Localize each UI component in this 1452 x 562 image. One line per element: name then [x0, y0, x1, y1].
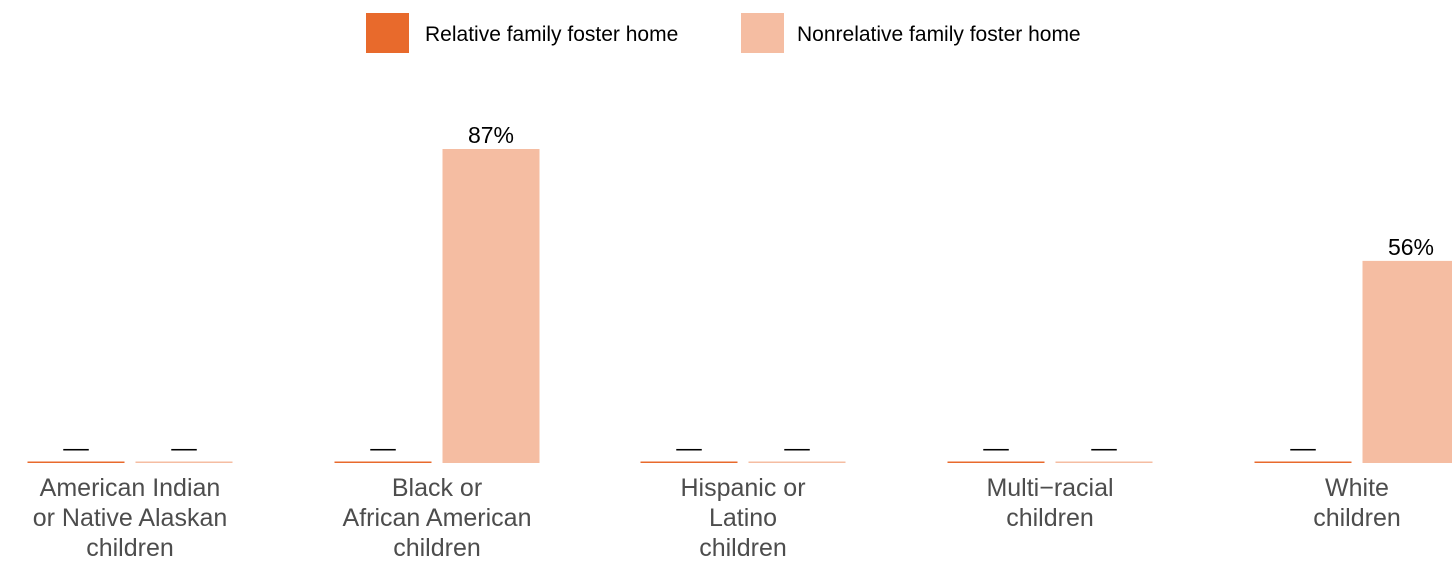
bar-nonrelative-3 — [1055, 461, 1153, 463]
value-label-relative-1: –– — [370, 435, 396, 461]
bar-nonrelative-2 — [748, 461, 846, 463]
x-tick-line-3-1: children — [1006, 504, 1094, 532]
value-label-nonrelative-3: –– — [1091, 435, 1117, 461]
x-tick-line-2-1: Latino — [709, 504, 777, 532]
legend-swatch-relative — [366, 13, 409, 53]
value-label-nonrelative-1: 87% — [468, 122, 514, 148]
legend-label-relative: Relative family foster home — [425, 23, 678, 46]
bar-nonrelative-0 — [135, 461, 233, 463]
x-tick-line-0-0: American Indian — [40, 474, 221, 502]
bar-relative-2 — [640, 461, 738, 463]
value-label-nonrelative-4: 56% — [1388, 234, 1434, 260]
x-tick-label-1: Black or African American children — [343, 474, 532, 562]
value-label-relative-0: –– — [63, 435, 89, 461]
x-tick-line-1-2: children — [393, 534, 481, 562]
x-axis-tick-labels: American Indian or Native Alaskan children… — [33, 474, 1401, 562]
value-label-relative-4: –– — [1290, 435, 1316, 461]
bar-relative-3 — [947, 461, 1045, 463]
value-label-nonrelative-0: –– — [171, 435, 197, 461]
x-tick-label-0: American Indian or Native Alaskan children — [33, 474, 228, 562]
legend-label-nonrelative: Nonrelative family foster home — [797, 23, 1081, 46]
x-tick-line-4-0: White — [1325, 474, 1389, 502]
bar-nonrelative-1 — [442, 149, 540, 463]
bar-relative-0 — [27, 461, 125, 463]
value-labels: –– –– –– 87% –– –– –– –– –– 56% — [63, 122, 1434, 461]
x-tick-line-2-0: Hispanic or — [680, 474, 805, 502]
x-tick-line-2-2: children — [699, 534, 787, 562]
x-tick-label-4: White children — [1313, 474, 1401, 532]
x-tick-line-1-0: Black or — [392, 474, 482, 502]
value-label-relative-3: –– — [983, 435, 1009, 461]
bar-relative-4 — [1254, 461, 1352, 463]
x-tick-line-4-1: children — [1313, 504, 1401, 532]
bar-nonrelative-4 — [1362, 260, 1452, 463]
value-label-nonrelative-2: –– — [784, 435, 810, 461]
legend-swatch-nonrelative — [741, 13, 784, 53]
bar-relative-1 — [334, 461, 432, 463]
legend: Relative family foster home Nonrelative … — [366, 13, 1081, 53]
value-label-relative-2: –– — [676, 435, 702, 461]
bars — [27, 149, 1452, 463]
x-tick-line-0-1: or Native Alaskan — [33, 504, 228, 532]
x-tick-label-2: Hispanic or Latino children — [680, 474, 805, 562]
x-tick-line-3-0: Multi−racial — [986, 474, 1113, 502]
x-tick-line-1-1: African American — [343, 504, 532, 532]
x-tick-label-3: Multi−racial children — [986, 474, 1113, 532]
x-tick-line-0-2: children — [86, 534, 174, 562]
